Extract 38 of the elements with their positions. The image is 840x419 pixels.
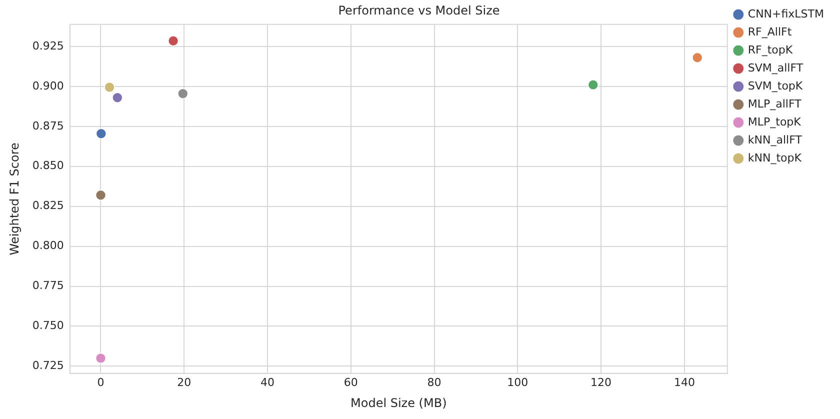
legend-label: kNN_topK — [748, 151, 802, 164]
point — [168, 35, 179, 46]
y-tick-label: 0.750 — [32, 319, 64, 332]
y-tick-label: 0.725 — [32, 359, 64, 372]
legend-label: RF_AllFt — [748, 25, 792, 38]
x-tick-label: 60 — [344, 376, 358, 389]
x-axis-title: Model Size (MB) — [350, 396, 447, 410]
legend-label: SVM_topK — [748, 79, 804, 92]
point — [112, 92, 123, 104]
point — [177, 88, 188, 100]
y-tick-label: 0.900 — [32, 79, 64, 92]
y-tick-label: 0.800 — [32, 239, 64, 252]
y-axis-title: Weighted F1 Score — [7, 142, 22, 256]
point — [95, 190, 106, 201]
legend-label: MLP_allFT — [748, 97, 802, 110]
x-tick-label: 100 — [507, 376, 528, 389]
legend-label: SVM_allFT — [748, 61, 804, 74]
x-tick-label: 140 — [674, 376, 695, 389]
x-tick-label: 0 — [97, 376, 104, 389]
point — [95, 352, 106, 364]
point — [96, 128, 107, 139]
y-tick-label: 0.775 — [32, 279, 64, 292]
x-tick-label: 80 — [427, 376, 442, 389]
legend-label: RF_topK — [748, 43, 794, 56]
y-tick-label: 0.850 — [32, 159, 64, 172]
y-tick-label: 0.925 — [32, 39, 64, 52]
x-tick-label: 40 — [260, 376, 275, 389]
chart-title: Performance vs Model Size — [338, 3, 500, 18]
x-tick-label: 20 — [177, 376, 192, 389]
point — [104, 82, 115, 93]
legend-label: CNN+fixLSTM — [748, 7, 824, 20]
legend-label: kNN_allFT — [748, 133, 802, 146]
y-tick-label: 0.825 — [32, 199, 64, 212]
y-tick-label: 0.875 — [32, 119, 64, 132]
legend-label: MLP_topK — [748, 115, 802, 128]
x-tick-label: 120 — [590, 376, 612, 389]
point — [692, 52, 703, 64]
point — [588, 79, 599, 90]
